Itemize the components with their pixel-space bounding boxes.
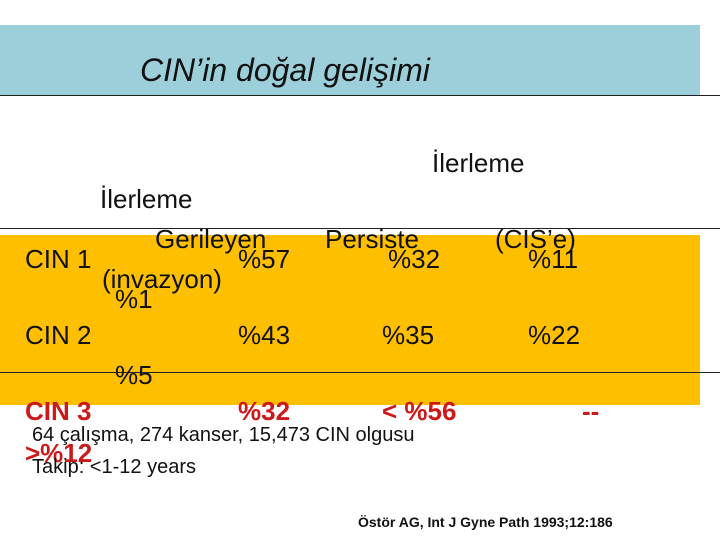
footnote-studies: 64 çalışma, 274 kanser, 15,473 CIN olgus… — [32, 424, 415, 446]
cin2-invazyon: %5 — [115, 360, 153, 390]
title-divider — [0, 95, 720, 96]
row-label-cin2: CIN 2 — [25, 320, 92, 350]
cin1-cis: %11 — [528, 244, 579, 274]
cin3-invazyon: >%12 — [25, 438, 93, 468]
cin3-persiste: < %56 — [382, 396, 457, 426]
footnote-followup: Takip: <1-12 years — [32, 456, 196, 478]
slide-title: CIN’in doğal gelişimi — [140, 52, 430, 88]
cin1-persiste: %32 — [388, 244, 441, 274]
header-cis: (CIS’e) — [495, 224, 576, 254]
title-band — [0, 25, 700, 95]
row-divider — [0, 372, 720, 373]
row-label-cin3: CIN 3 — [25, 396, 92, 426]
header-ilerleme-cis: İlerleme — [432, 148, 525, 178]
header-persiste: Persiste — [325, 224, 419, 254]
header-gerileyen: Gerileyen — [155, 224, 267, 254]
cin2-cis: %22 — [528, 320, 581, 350]
cin3-cis: -- — [582, 396, 600, 426]
cin1-invazyon: %1 — [115, 284, 153, 314]
cin2-persiste: %35 — [382, 320, 435, 350]
header-invazyon: (invazyon) — [102, 264, 222, 294]
cin2-gerileyen: %43 — [238, 320, 291, 350]
table-band — [0, 235, 700, 405]
row-label-cin1: CIN 1 — [25, 244, 92, 274]
cin3-gerileyen: %32 — [238, 396, 291, 426]
reference-citation: Östör AG, Int J Gyne Path 1993;12:186 — [358, 514, 613, 530]
header-ilerleme-invazyon: İlerleme — [100, 184, 193, 214]
cin1-gerileyen: %57 — [238, 244, 291, 274]
header-divider — [0, 228, 720, 229]
